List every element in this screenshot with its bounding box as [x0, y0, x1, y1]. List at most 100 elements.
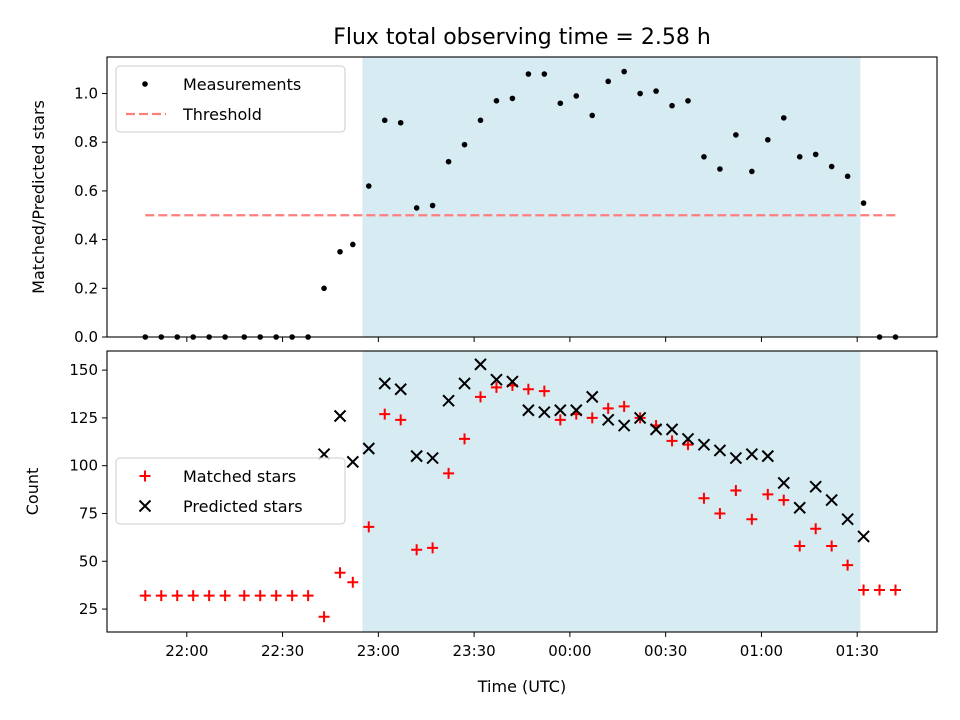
observing-span: [362, 57, 861, 337]
legend-marker: [139, 470, 151, 482]
data-point: [429, 202, 436, 209]
data-point: [318, 611, 330, 623]
data-point: [413, 205, 420, 211]
data-point: [522, 404, 535, 417]
data-point: [717, 166, 723, 172]
data-point: [350, 241, 356, 248]
data-point: [828, 163, 835, 170]
data-point: [681, 432, 695, 446]
plot-frame: [106, 350, 938, 633]
y-tick-label: 1.0: [74, 85, 98, 103]
data-point: [793, 501, 806, 514]
data-point: [682, 439, 694, 451]
plot-frame: [106, 56, 938, 338]
data-point: [713, 444, 727, 457]
y-tick-label: 0.0: [74, 328, 98, 346]
data-point: [777, 476, 790, 490]
data-point: [780, 115, 787, 121]
x-tick-label: 00:30: [644, 642, 687, 660]
data-point: [346, 455, 360, 469]
data-point: [381, 117, 388, 124]
data-point: [394, 383, 407, 396]
data-point: [778, 494, 790, 506]
data-point: [733, 132, 739, 138]
data-point: [443, 467, 455, 479]
data-point: [554, 414, 566, 426]
data-point: [554, 404, 567, 417]
data-point: [589, 112, 596, 119]
data-point: [219, 590, 231, 602]
legend-box: [115, 457, 346, 525]
data-point: [139, 590, 151, 602]
data-point: [729, 451, 743, 465]
data-point: [860, 200, 867, 206]
data-point: [844, 173, 851, 180]
series-matched-stars: [139, 379, 901, 623]
data-point: [633, 411, 647, 425]
data-point: [685, 98, 691, 104]
data-point: [541, 71, 548, 77]
data-point: [378, 377, 391, 390]
observing-span: [362, 351, 861, 632]
data-point: [365, 183, 372, 189]
data-point: [796, 154, 803, 160]
legend-label: Threshold: [182, 105, 262, 124]
data-point: [187, 590, 199, 602]
legend-marker: [138, 499, 152, 513]
data-point: [333, 409, 347, 423]
data-point: [538, 405, 551, 419]
data-point: [665, 423, 679, 436]
legend: Matched stars Predicted stars: [115, 457, 346, 525]
data-point: [270, 590, 282, 602]
data-point: [557, 100, 564, 107]
data-point: [761, 449, 775, 463]
y-tick-label: 125: [69, 409, 98, 427]
data-point: [203, 590, 215, 602]
data-point: [445, 158, 452, 165]
data-point: [474, 358, 487, 371]
data-point: [538, 385, 550, 397]
data-point: [362, 442, 375, 455]
data-point: [794, 540, 806, 552]
data-point: [746, 513, 758, 525]
data-point: [605, 78, 611, 85]
data-point: [379, 408, 391, 420]
data-point: [825, 493, 838, 507]
data-point: [601, 413, 615, 427]
data-point: [525, 71, 532, 77]
data-point: [573, 93, 580, 99]
data-point: [714, 507, 726, 519]
y-tick-label: 150: [69, 361, 98, 379]
y-tick-label: 75: [79, 504, 98, 522]
data-point: [461, 141, 468, 148]
legend-label: Matched stars: [183, 467, 296, 486]
data-point: [730, 485, 742, 497]
data-point: [475, 391, 486, 403]
data-point: [254, 590, 266, 602]
y-tick-label: 0.6: [74, 182, 98, 200]
y-tick-label: 0.4: [74, 231, 98, 249]
data-point: [522, 383, 534, 395]
series-predicted-stars: [317, 358, 870, 543]
data-point: [621, 68, 627, 75]
data-point: [442, 394, 455, 407]
data-point: [363, 521, 375, 533]
data-point: [698, 492, 710, 504]
data-point: [842, 559, 854, 571]
data-point: [749, 168, 755, 175]
data-point: [321, 285, 327, 292]
data-point: [602, 402, 614, 414]
chart-title: Flux total observing time = 2.58 h: [333, 25, 711, 50]
legend-marker: [142, 81, 148, 87]
y-tick-label: 100: [69, 457, 98, 475]
x-tick-label: 00:00: [548, 642, 591, 660]
data-point: [493, 98, 500, 104]
x-tick-label: 23:00: [357, 642, 400, 660]
data-point: [337, 248, 343, 255]
data-point: [155, 590, 167, 602]
top-panel: 0.0 0.2 0.4 0.6 0.8 1.0 Matched/Predicted star…: [29, 25, 938, 346]
data-point: [570, 404, 583, 417]
data-point: [458, 377, 471, 390]
data-point: [586, 412, 598, 424]
data-point: [395, 414, 407, 426]
